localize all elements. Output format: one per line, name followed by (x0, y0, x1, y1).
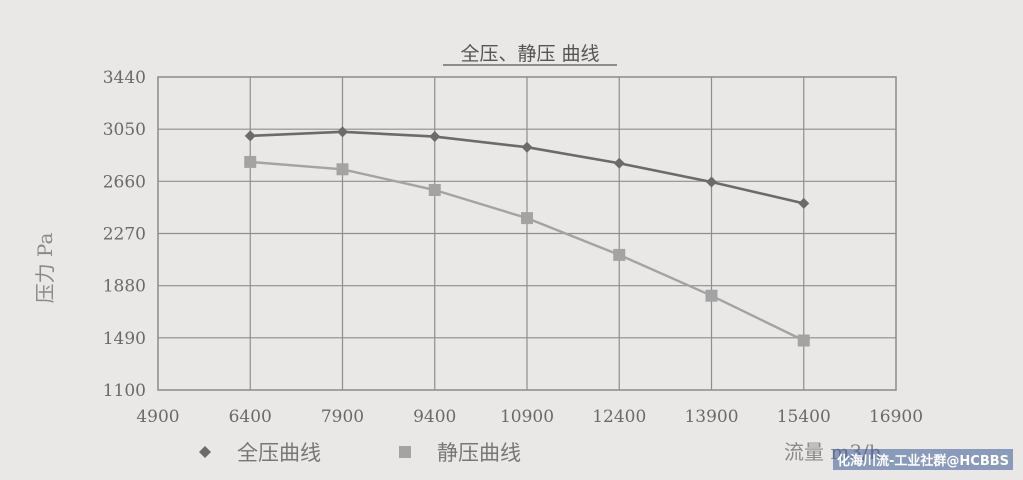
y-axis-label: 压力 Pa (33, 233, 57, 304)
y-tick-label: 3050 (103, 120, 146, 140)
data-point-square (613, 248, 626, 261)
y-tick-label: 1880 (103, 277, 146, 297)
chart-title: 全压、静压 曲线 (460, 43, 599, 65)
x-tick-label: 7900 (321, 407, 364, 427)
data-point-square (428, 184, 441, 197)
data-point-square (797, 334, 810, 347)
data-point-diamond (244, 130, 256, 142)
data-point-diamond (521, 141, 533, 153)
y-tick-label: 2270 (103, 225, 146, 245)
data-point-square (521, 212, 533, 225)
y-tick-label: 1100 (103, 381, 146, 401)
x-tick-label: 13900 (684, 407, 738, 427)
legend-marker-diamond (199, 446, 211, 458)
x-tick-label: 10900 (500, 407, 554, 427)
x-tick-label: 15400 (777, 407, 831, 427)
watermark: 化海川流-工业社群@HCBBS (833, 449, 1013, 470)
x-tick-label: 9400 (413, 407, 456, 427)
x-tick-label: 6400 (229, 407, 272, 427)
x-tick-label: 12400 (592, 407, 646, 427)
data-point-diamond (706, 176, 717, 188)
legend-label: 静压曲线 (437, 441, 521, 465)
data-point-square (244, 155, 257, 168)
data-point-square (705, 289, 718, 302)
legend-label: 全压曲线 (237, 441, 321, 465)
data-point-diamond (337, 126, 348, 138)
data-point-square (336, 163, 349, 176)
data-point-diamond (798, 197, 810, 209)
data-point-diamond (613, 157, 625, 169)
x-tick-label: 4900 (136, 407, 179, 427)
x-tick-label: 16900 (869, 407, 923, 427)
data-point-diamond (429, 131, 441, 143)
legend-marker-square (399, 446, 411, 458)
y-tick-label: 3440 (103, 68, 146, 88)
y-tick-label: 2660 (103, 172, 146, 192)
y-tick-label: 1490 (103, 329, 146, 349)
